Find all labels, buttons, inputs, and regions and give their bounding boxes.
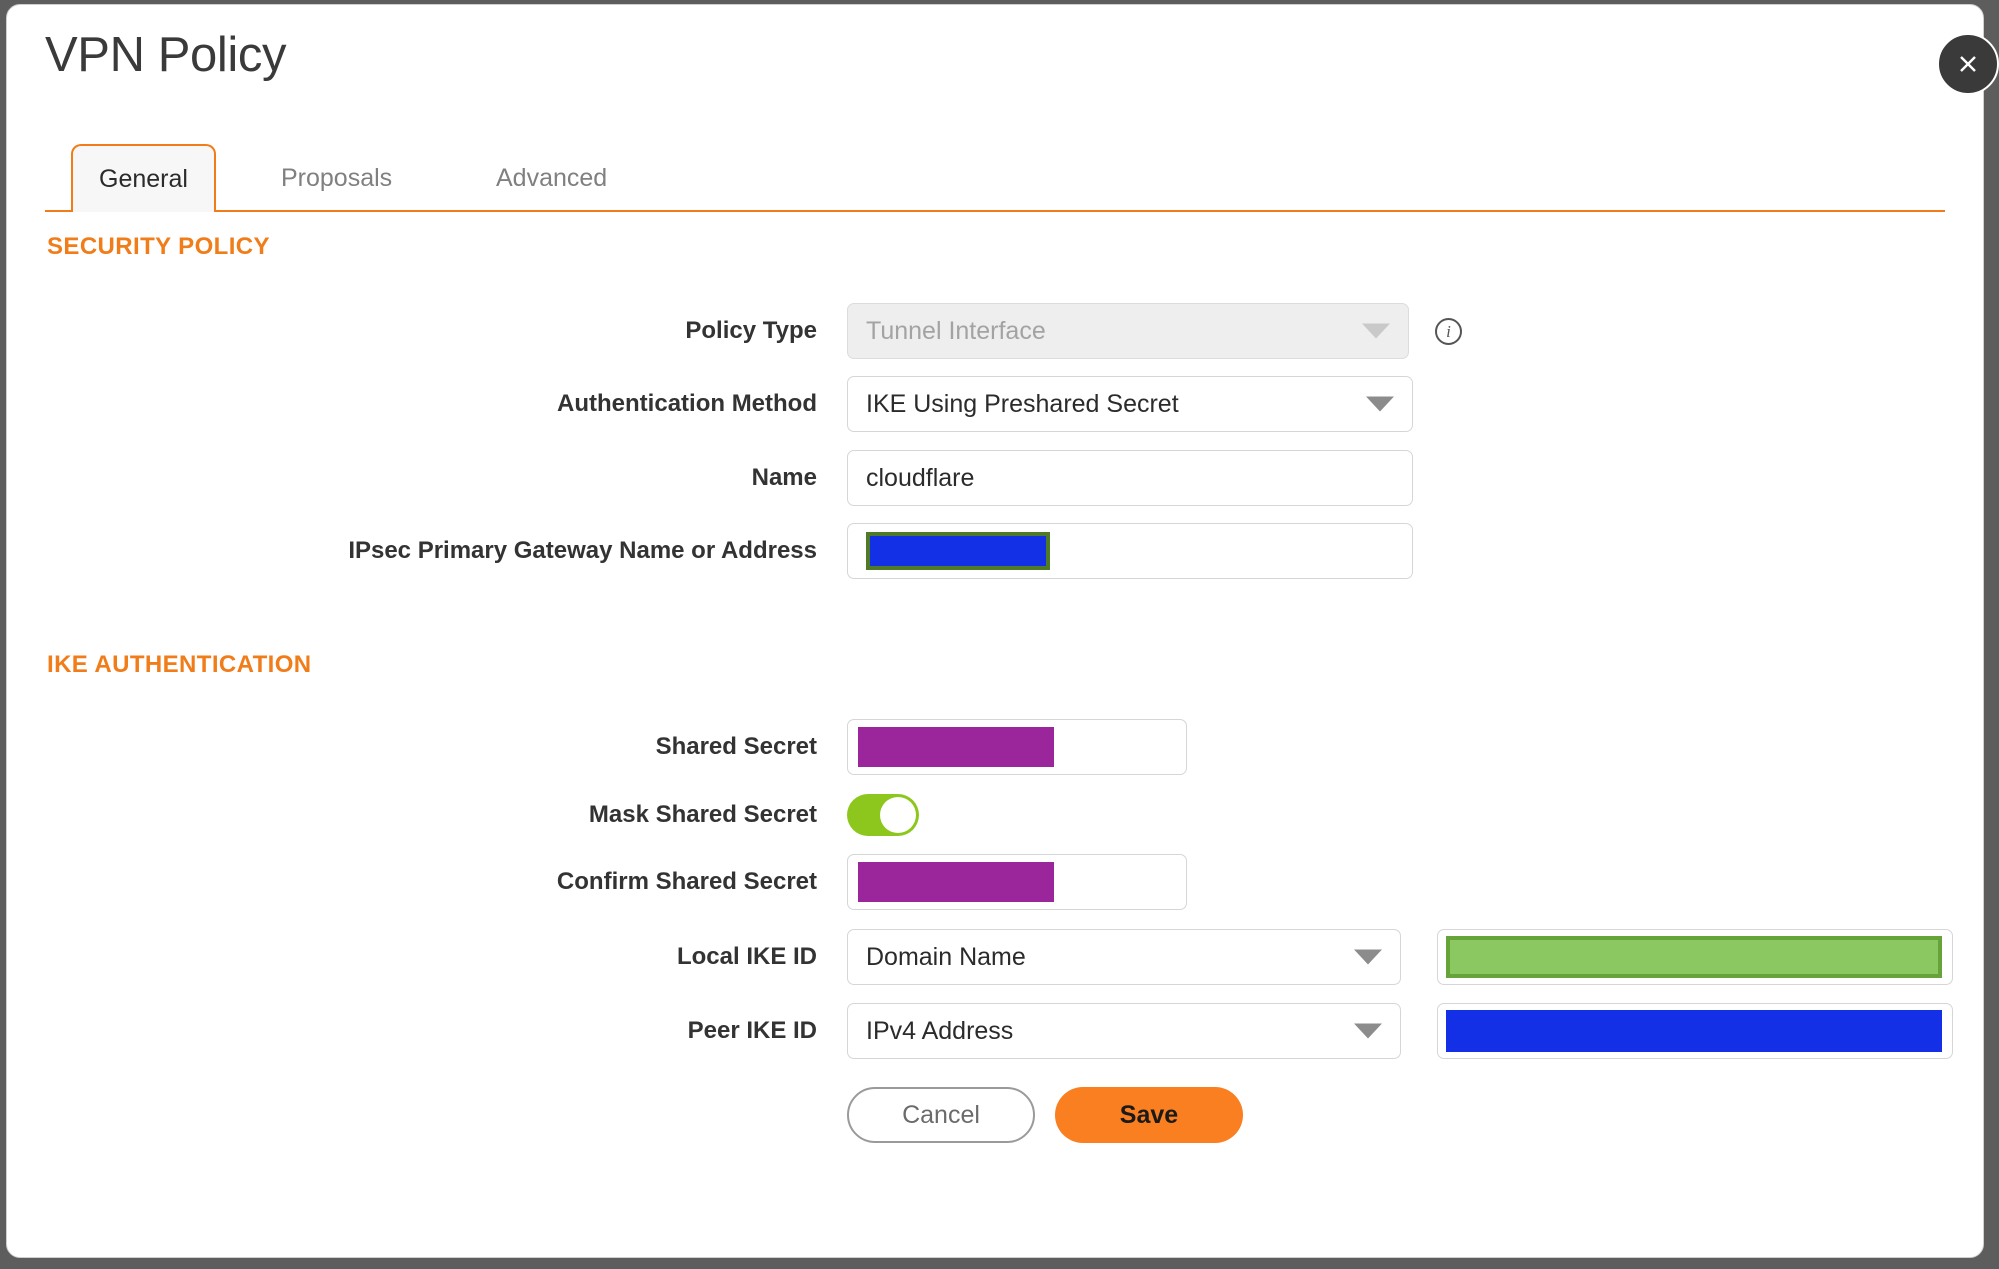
name-label: Name: [751, 464, 817, 491]
ipsec-primary-gateway-input[interactable]: [847, 523, 1413, 579]
redacted-value: [858, 862, 1054, 902]
page-edge-gutter: [1984, 0, 1999, 1269]
form-row-policy-type: Policy Type Tunnel Interface i: [7, 303, 1983, 359]
redacted-value: [858, 727, 1054, 767]
form-row-peer-ike-id: Peer IKE ID IPv4 Address: [7, 1003, 1983, 1059]
confirm-shared-secret-input[interactable]: [847, 854, 1187, 910]
tab-general-label: General: [99, 164, 188, 193]
local-ike-id-label: Local IKE ID: [676, 943, 817, 970]
action-bar: Cancel Save: [7, 1087, 1983, 1143]
close-icon: [1960, 56, 1976, 72]
tab-general[interactable]: General: [71, 144, 216, 212]
chevron-down-icon: [1354, 949, 1382, 965]
redacted-value: [1446, 1010, 1942, 1052]
close-button[interactable]: [1937, 33, 1999, 95]
local-ike-id-value-input[interactable]: [1437, 929, 1953, 985]
peer-ike-id-select[interactable]: IPv4 Address: [847, 1003, 1401, 1059]
toggle-knob: [880, 797, 916, 833]
name-value: cloudflare: [866, 463, 975, 492]
authentication-method-label: Authentication Method: [557, 390, 817, 417]
redacted-value: [1446, 936, 1942, 978]
policy-type-value: Tunnel Interface: [866, 316, 1046, 345]
vpn-policy-modal: VPN Policy General Proposals Advanced SE…: [6, 4, 1984, 1258]
section-header-ike-authentication: IKE AUTHENTICATION: [47, 651, 312, 678]
peer-ike-id-value-input[interactable]: [1437, 1003, 1953, 1059]
tab-advanced[interactable]: Advanced: [470, 144, 633, 212]
local-ike-id-value: Domain Name: [866, 942, 1026, 971]
form-row-authentication-method: Authentication Method IKE Using Preshare…: [7, 376, 1983, 432]
form-row-mask-shared-secret: Mask Shared Secret: [7, 787, 1983, 843]
redacted-value: [866, 532, 1050, 570]
authentication-method-select[interactable]: IKE Using Preshared Secret: [847, 376, 1413, 432]
tab-proposals-label: Proposals: [281, 163, 393, 192]
form-row-name: Name cloudflare: [7, 450, 1983, 506]
tab-proposals[interactable]: Proposals: [255, 144, 418, 212]
form-row-confirm-shared-secret: Confirm Shared Secret: [7, 854, 1983, 910]
chevron-down-icon: [1366, 396, 1394, 412]
authentication-method-value: IKE Using Preshared Secret: [866, 389, 1179, 418]
policy-type-label: Policy Type: [685, 317, 817, 344]
shared-secret-label: Shared Secret: [655, 733, 817, 760]
shared-secret-input[interactable]: [847, 719, 1187, 775]
form-row-ipsec-primary-gateway: IPsec Primary Gateway Name or Address: [7, 523, 1983, 579]
mask-shared-secret-toggle[interactable]: [847, 794, 919, 850]
cancel-button-label: Cancel: [902, 1100, 980, 1129]
peer-ike-id-value: IPv4 Address: [866, 1016, 1014, 1045]
chevron-down-icon: [1354, 1023, 1382, 1039]
info-icon[interactable]: i: [1435, 318, 1462, 345]
tab-bar: General Proposals Advanced: [45, 144, 1945, 212]
peer-ike-id-label: Peer IKE ID: [687, 1017, 817, 1044]
policy-type-select[interactable]: Tunnel Interface: [847, 303, 1409, 359]
chevron-down-icon: [1362, 323, 1390, 339]
local-ike-id-select[interactable]: Domain Name: [847, 929, 1401, 985]
cancel-button[interactable]: Cancel: [847, 1087, 1035, 1143]
page-title: VPN Policy: [45, 28, 287, 82]
form-row-shared-secret: Shared Secret: [7, 719, 1983, 775]
section-header-security-policy: SECURITY POLICY: [47, 233, 270, 260]
ipsec-primary-gateway-label: IPsec Primary Gateway Name or Address: [348, 537, 817, 564]
name-input[interactable]: cloudflare: [847, 450, 1413, 506]
tab-advanced-label: Advanced: [496, 163, 608, 192]
form-row-local-ike-id: Local IKE ID Domain Name: [7, 929, 1983, 985]
save-button-label: Save: [1119, 1100, 1179, 1129]
save-button[interactable]: Save: [1055, 1087, 1243, 1143]
tab-bar-rule: [45, 210, 1945, 212]
mask-shared-secret-label: Mask Shared Secret: [588, 801, 817, 828]
confirm-shared-secret-label: Confirm Shared Secret: [556, 868, 817, 895]
